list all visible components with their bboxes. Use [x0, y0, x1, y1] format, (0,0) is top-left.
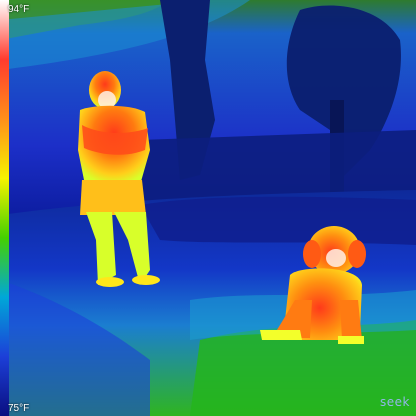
- dog-paw-left: [260, 330, 302, 340]
- grass-patch-left: [0, 280, 150, 416]
- dog-ear-right: [348, 240, 366, 268]
- dog-ear-left: [303, 240, 321, 268]
- dog-leg-right: [340, 300, 362, 340]
- scale-min-label: 75°F: [8, 403, 30, 414]
- dog-paw-right: [338, 336, 364, 344]
- dog-leg-left: [272, 300, 312, 338]
- dog-figure: [260, 226, 366, 344]
- human-hips: [80, 180, 146, 215]
- temperature-scale-bar: [0, 0, 9, 416]
- tree-left: [160, 0, 215, 180]
- human-face: [98, 91, 116, 109]
- human-foot-left: [96, 277, 124, 287]
- brand-watermark: seek: [380, 395, 410, 409]
- human-leg-left: [86, 212, 116, 285]
- human-figure: [78, 71, 160, 287]
- human-foot-right: [132, 275, 160, 285]
- scale-max-label: 94°F: [8, 4, 30, 15]
- path-dark: [140, 196, 416, 245]
- treeline-band: [130, 130, 416, 205]
- human-leg-right: [114, 212, 150, 285]
- dog-snout: [326, 249, 346, 267]
- human-arms: [82, 125, 148, 155]
